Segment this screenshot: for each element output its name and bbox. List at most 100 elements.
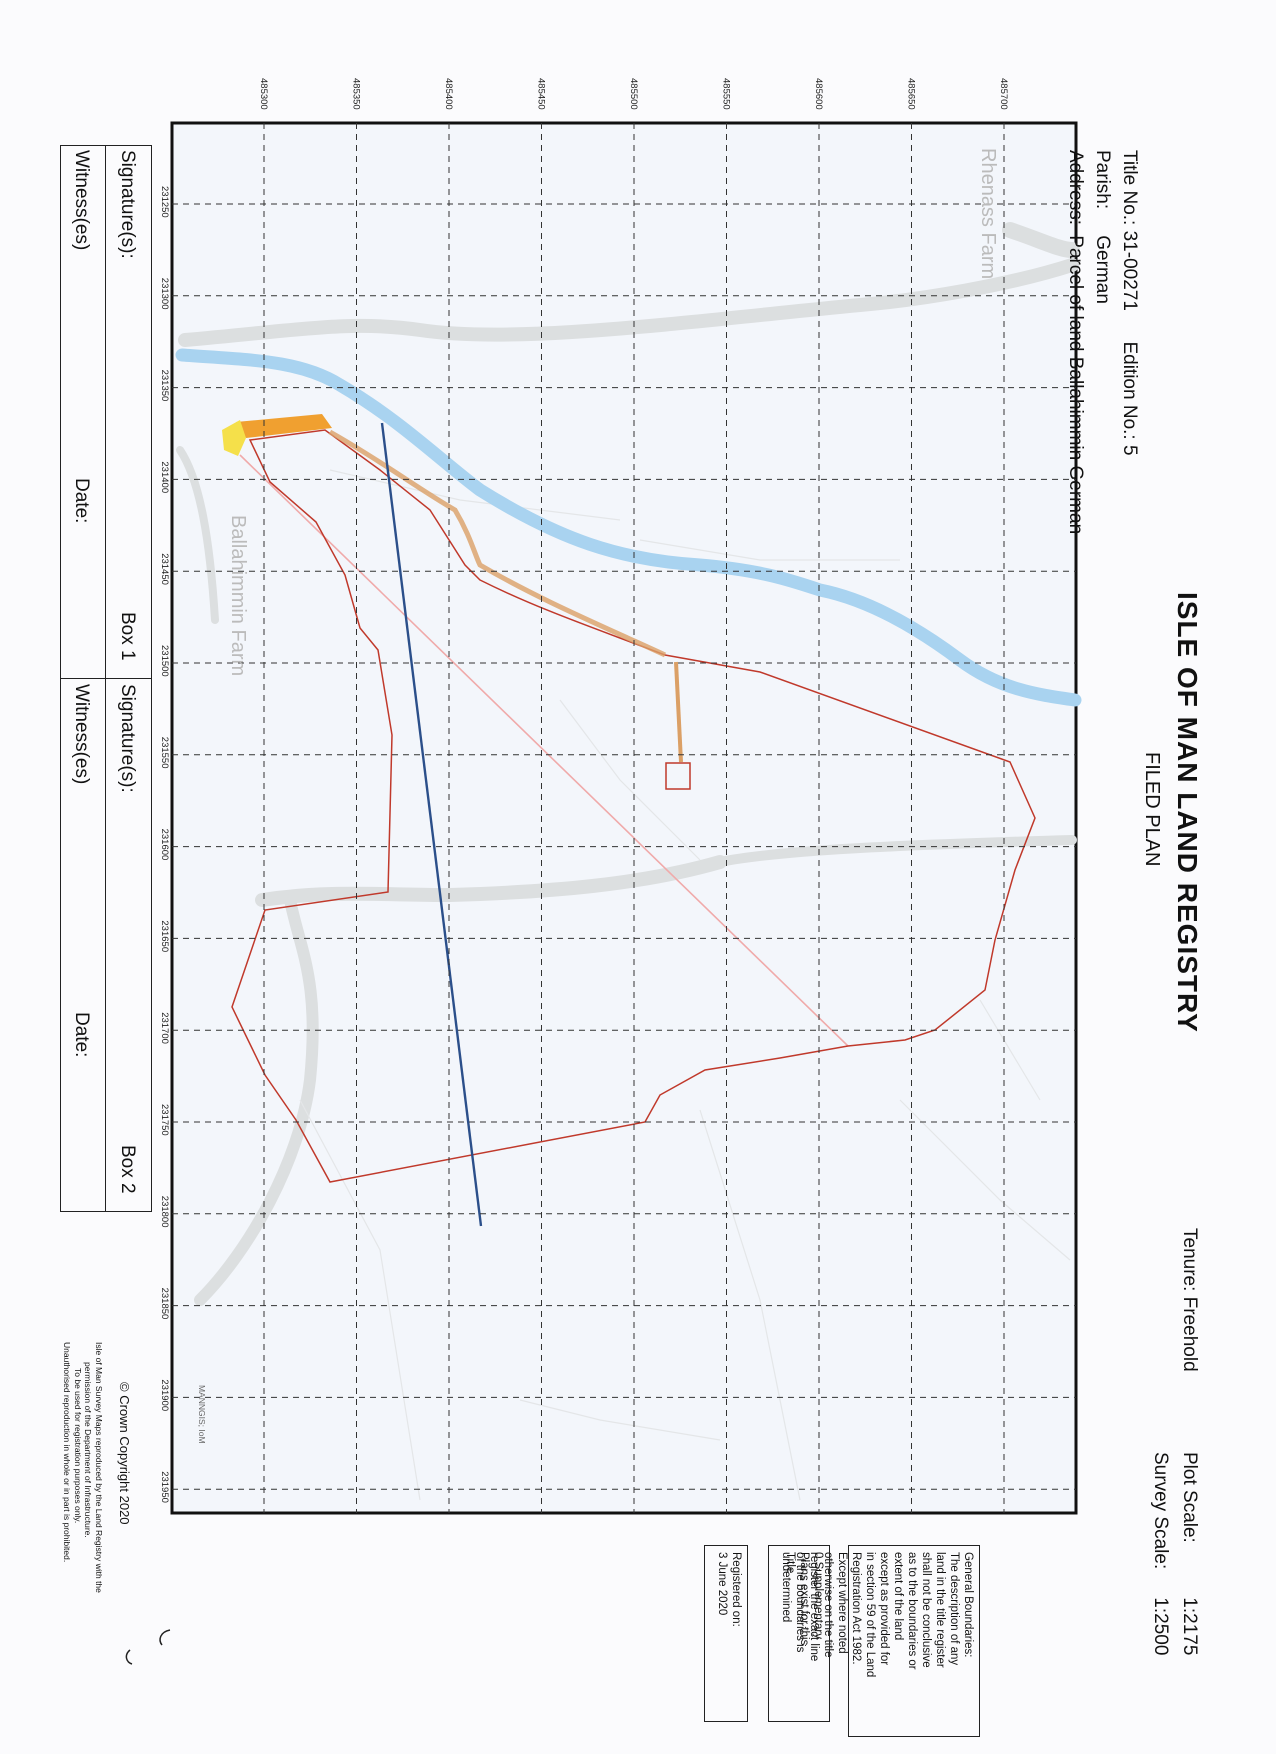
registered-text: Registered on: 3 June 2020 [715,1552,743,1627]
plan-type: FILED PLAN [1141,752,1163,867]
easting-tick-label: 231350 [159,370,170,402]
title-no-label: Title No.: [1119,150,1140,226]
general-boundaries-box: General Boundaries: The description of a… [780,1545,980,1737]
gb-line: Except where noted [836,1552,848,1654]
road-farm [176,446,219,624]
plot-scale-label: Plot Scale: [1179,1452,1200,1543]
gb-line: in section 59 of the Land [864,1552,876,1678]
orange-highlight [236,414,332,438]
address-value: Parcel of land Ballahimmin German [1065,235,1086,535]
easting-tick-label: 231550 [159,737,170,769]
easting-tick-label: 231400 [159,461,170,493]
northing-tick-label: 485700 [998,78,1009,110]
road-west [194,894,319,1306]
easting-tick-label: 231700 [159,1012,170,1044]
track-edge [328,429,667,658]
river [175,348,1082,707]
gb-line: as to the boundaries or [906,1552,918,1670]
title-no-value: 31-00271 [1119,230,1140,311]
registered-date: 3 June 2020 [716,1552,728,1616]
northing-tick-label: 485550 [721,78,732,110]
copyright-detail-line: Unauthorised reproduction in whole or in… [62,1342,73,1563]
easting-tick-label: 231600 [159,829,170,861]
box1-date-label: Date: [71,478,92,524]
place-label-rhenass: Rhenass Farm [977,148,999,280]
gb-line: except as provided for [878,1552,890,1666]
faint-diagonal-line [239,454,849,1047]
supp-line: Title [784,1552,796,1574]
registered-label: Registered on: [730,1552,742,1627]
address-line: Address: Parcel of land Ballahimmin Germ… [1064,150,1086,534]
map-attribution: MANNGIS; IoM [197,1385,207,1444]
signature-area [60,145,152,1212]
northing-tick-label: 485650 [906,78,917,110]
gb-line: extent of the land [892,1552,904,1641]
copyright-detail: Isle of Man Survey Maps reproduced by th… [62,1342,105,1593]
copyright-line: © Crown Copyright 2020 [117,1382,132,1525]
easting-tick-label: 231250 [159,186,170,218]
northing-tick-label: 485400 [443,78,454,110]
box1-label: Box 1 [117,612,138,661]
survey-scale-line: Survey Scale: 1:2500 [1149,1452,1171,1655]
field-lines [299,469,1071,1501]
gb-line: The description of any [948,1552,960,1666]
place-label-ballahimmin: Ballahimmin Farm [227,515,249,677]
plot-scale-value: 1:2175 [1179,1597,1200,1656]
easting-tick-label: 231300 [159,278,170,310]
edition-value: 5 [1119,444,1140,456]
signature-midline [105,146,106,1211]
easting-tick-label: 231450 [159,553,170,585]
tenure-label: Tenure: [1179,1228,1200,1292]
parish-label: Parish: [1092,150,1113,210]
map-frame [170,121,1078,1515]
copyright-detail-line: Isle of Man Survey Maps reproduced by th… [94,1342,104,1593]
registered-box: Registered on: 3 June 2020 [704,1545,748,1722]
title-number: Title No.: 31-00271 Edition No.: 5 [1118,150,1140,456]
supplementary-box: 0 Supplementary Plans exist for this Tit… [768,1545,830,1722]
registry-title: ISLE OF MAN LAND REGISTRY [1172,592,1203,1033]
box1-witness-label: Witness(es) [71,150,92,251]
northing-tick-label: 485600 [813,78,824,110]
parish-value: German [1092,235,1113,304]
signature-scribble [125,1629,171,1665]
supp-line: 0 Supplementary [812,1552,824,1639]
address-label: Address: [1065,150,1086,225]
parish-line: Parish: German [1091,150,1113,304]
roads [176,222,1080,1306]
yellow-marker [222,420,246,456]
northing-tick-label: 485500 [628,78,639,110]
easting-tick-label: 231800 [159,1196,170,1228]
plot-scale-line: Plot Scale: 1:2175 [1178,1452,1200,1655]
northing-tick-label: 485450 [536,78,547,110]
box2-signature-label: Signature(s): [117,684,138,793]
gb-line: land in the title register [934,1552,946,1668]
blue-line [380,422,483,1227]
box2-witness-label: Witness(es) [71,684,92,785]
gb-line: shall not be conclusive [920,1552,932,1668]
signature-divider [61,678,151,679]
easting-tick-label: 231650 [159,920,170,952]
easting-tick-label: 231900 [159,1379,170,1411]
supplementary-text: 0 Supplementary Plans exist for this Tit… [783,1552,825,1645]
box1-signature-label: Signature(s): [117,150,138,259]
easting-tick-label: 231950 [159,1471,170,1503]
tenure-line: Tenure: Freehold [1178,1228,1200,1372]
road-middle-east [715,835,1077,867]
copyright-detail-line: To be used for registration purposes onl… [73,1368,83,1524]
survey-scale-value: 1:2500 [1150,1597,1171,1656]
easting-tick-label: 231750 [159,1104,170,1136]
road-upper [178,258,1079,347]
easting-tick-label: 231500 [159,645,170,677]
supp-line: Plans exist for this [798,1552,810,1646]
edition-label: Edition No.: [1119,341,1140,440]
box2-date-label: Date: [71,1012,92,1058]
road-ne [1002,222,1080,258]
tenure-value: Freehold [1179,1296,1200,1372]
grid: 485300 485350 485400 485450 485500 485550 4856… [159,78,1076,1513]
title-boundary [231,429,1036,1183]
gb-line: Registration Act 1982. [850,1552,862,1665]
gb-line: General Boundaries: [962,1552,974,1658]
survey-scale-label: Survey Scale: [1150,1452,1171,1570]
easting-tick-label: 231850 [159,1288,170,1320]
